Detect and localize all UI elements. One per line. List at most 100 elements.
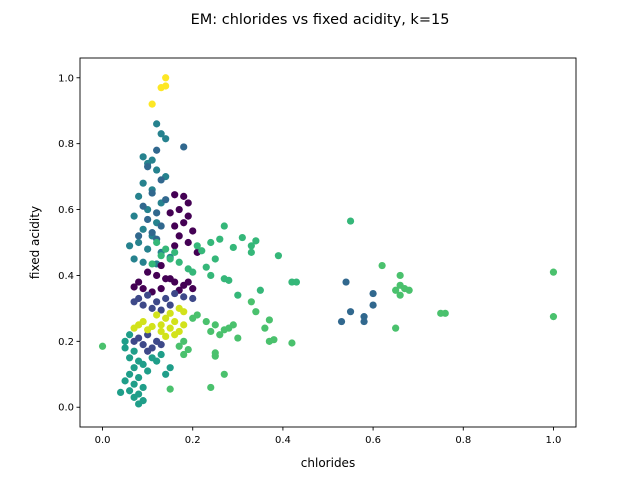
data-point xyxy=(157,350,165,359)
data-point xyxy=(139,301,147,309)
data-point xyxy=(184,212,192,220)
data-point xyxy=(189,227,197,235)
data-point xyxy=(175,304,183,312)
data-point xyxy=(175,342,183,350)
y-tick-label: 0.4 xyxy=(58,271,74,282)
data-point xyxy=(166,364,174,372)
data-point xyxy=(252,237,260,245)
data-point xyxy=(189,294,197,303)
data-point xyxy=(171,331,179,339)
data-point xyxy=(157,252,165,260)
data-point xyxy=(130,212,138,220)
data-point xyxy=(126,242,134,250)
data-point xyxy=(162,74,170,82)
data-point xyxy=(157,130,165,138)
data-point xyxy=(148,100,156,108)
data-point xyxy=(405,286,413,294)
data-point xyxy=(153,298,161,306)
data-point xyxy=(207,327,215,336)
data-point xyxy=(139,153,147,161)
data-point xyxy=(139,397,147,405)
data-point xyxy=(396,271,404,280)
data-point xyxy=(193,311,201,319)
x-tick-label: 0.6 xyxy=(365,435,381,446)
data-point xyxy=(130,380,138,388)
data-point xyxy=(162,135,170,143)
data-point xyxy=(157,176,165,184)
data-point xyxy=(198,247,206,255)
data-point xyxy=(139,360,147,368)
data-point xyxy=(180,337,188,345)
data-point xyxy=(144,268,152,276)
data-point xyxy=(126,370,134,378)
data-point xyxy=(252,308,260,316)
data-point xyxy=(139,258,147,266)
data-point xyxy=(126,387,134,395)
data-point xyxy=(175,258,183,266)
data-point xyxy=(139,202,147,210)
data-point xyxy=(144,326,152,334)
data-point xyxy=(162,245,170,253)
data-point xyxy=(144,347,152,355)
data-point xyxy=(130,298,138,306)
data-point xyxy=(166,209,174,217)
data-point xyxy=(139,383,147,392)
data-point xyxy=(225,276,233,284)
data-point xyxy=(392,286,400,294)
data-point xyxy=(184,199,192,207)
data-point xyxy=(153,271,161,280)
x-tick-label: 0.0 xyxy=(95,435,111,446)
data-point xyxy=(378,261,386,270)
data-point xyxy=(171,242,179,250)
data-point xyxy=(144,163,152,171)
data-point xyxy=(247,242,255,250)
chart-title: EM: chlorides vs fixed acidity, k=15 xyxy=(191,12,450,28)
data-point xyxy=(157,261,165,270)
data-point xyxy=(166,301,174,309)
data-point xyxy=(130,393,138,401)
data-point xyxy=(121,344,129,352)
data-point xyxy=(121,337,129,345)
data-point xyxy=(157,222,165,230)
data-point xyxy=(166,255,174,263)
data-point xyxy=(265,316,273,324)
data-point xyxy=(369,301,377,309)
data-point xyxy=(116,388,125,397)
data-point xyxy=(549,313,558,321)
data-point xyxy=(247,298,255,306)
y-axis-label: fixed acidity xyxy=(28,206,42,279)
data-point xyxy=(234,334,242,342)
y-tick-label: 0.8 xyxy=(58,139,74,150)
data-point xyxy=(153,357,161,365)
data-point xyxy=(157,285,165,293)
data-point xyxy=(211,255,219,263)
data-point xyxy=(126,354,134,362)
data-point xyxy=(166,309,174,317)
data-point xyxy=(162,82,170,90)
data-point xyxy=(130,347,138,355)
data-point xyxy=(189,268,197,276)
data-point xyxy=(216,331,224,339)
points-layer xyxy=(98,74,558,408)
x-tick-label: 0.2 xyxy=(185,435,201,446)
y-tick-label: 1.0 xyxy=(58,73,74,84)
data-point xyxy=(175,205,183,214)
data-point xyxy=(180,219,188,227)
data-point xyxy=(130,283,138,291)
data-point xyxy=(189,285,197,293)
data-point xyxy=(144,367,152,375)
data-point xyxy=(130,255,138,263)
data-point xyxy=(121,377,129,385)
data-point xyxy=(171,289,179,298)
data-point xyxy=(180,321,188,329)
data-point xyxy=(153,238,161,247)
data-point xyxy=(157,321,165,329)
data-point xyxy=(139,179,147,187)
data-point xyxy=(139,285,147,293)
data-point xyxy=(135,373,143,382)
data-point xyxy=(166,385,174,393)
data-point xyxy=(130,337,138,345)
data-point xyxy=(171,222,179,230)
data-point xyxy=(135,238,143,247)
